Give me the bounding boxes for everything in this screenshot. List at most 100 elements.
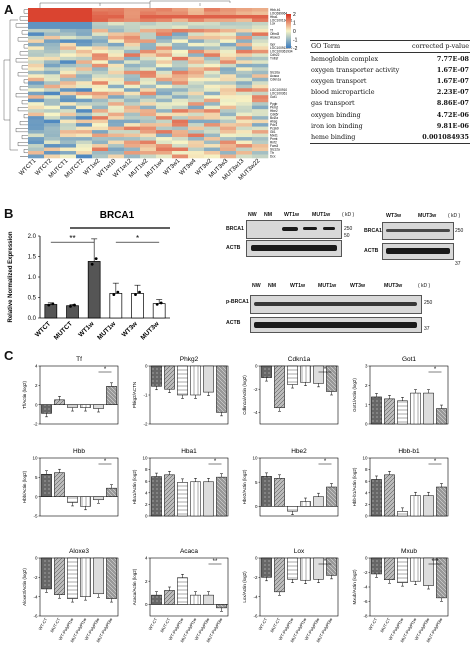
heatmap-cell [140,151,157,155]
heatmap-cell [60,53,77,58]
heatmap-cell [44,53,61,58]
heatmap-cell [92,95,109,99]
heatmap-cell [172,144,189,148]
heatmap-cell [28,63,45,68]
heatmap-cell [220,46,237,51]
go-term: oxygen transporter activity [311,65,400,74]
heatmap-cell [188,112,205,117]
heatmap-cell [252,95,269,99]
heatmap-cell [92,116,109,120]
heatmap-cell [236,123,253,127]
heatmap-cell [92,42,109,47]
heatmap-cell [204,144,221,148]
heatmap-cell [124,53,141,58]
heatmap-cell [220,144,237,148]
heatmap-cell [188,151,205,155]
heatmap-cell [108,133,125,138]
heatmap-cell [172,116,189,120]
qpcr-sig-star: * [214,459,217,465]
heatmap-cell [60,60,77,65]
go-term: blood microparticle [311,88,375,97]
go-pvalue: 1.67E-07 [436,65,469,74]
heatmap-cell [60,70,77,75]
heatmap-cell [188,35,205,40]
heatmap-cell [108,39,125,44]
heatmap-cell [204,91,221,96]
heatmap-cell [220,35,237,40]
qpcr-bar [274,478,285,507]
heatmap-cell [156,46,173,51]
heatmap-cell [140,42,157,47]
heatmap-cell [220,14,237,19]
heatmap-cell [172,67,189,72]
heatmap-cell [108,46,125,51]
brca1-bar [66,305,79,319]
row-dendrogram [3,9,28,157]
qpcr-bar [177,365,188,396]
heatmap-cell [76,102,93,106]
qpcr-sig-star: * [104,367,107,373]
heatmap-row-label: Tfr [270,151,275,155]
heatmap-cell [124,147,141,152]
heatmap-cell [44,74,61,79]
heatmap-cell [236,39,253,44]
qpcr-y-tick-label: 2 [145,579,148,584]
blot-band [386,248,450,254]
heatmap-cell [188,88,205,93]
qpcr-title: Cdkn1a [288,356,311,363]
heatmap-cell [188,137,205,141]
heatmap-cell [188,130,205,134]
qpcr-bar [177,482,188,517]
qpcr-bar [41,404,52,414]
brca1-point [47,303,51,307]
heatmap-cell [44,123,61,127]
heatmap-cell [108,126,125,131]
heatmap-colorbar [286,14,291,48]
heatmap-row-label: Bcl2a [270,116,278,120]
qpcr-bar [436,486,447,517]
heatmap-cell [188,46,205,51]
qpcr-sig-star: *** [431,559,439,565]
heatmap-cell [140,39,157,44]
brca1-point [94,257,98,260]
qpcr-y-tick-label: -6 [253,614,257,619]
qpcr-y-tick-label: -2 [33,422,37,427]
qpcr-x-tick-label: WT-CT [257,617,268,631]
brca1-x-tick-label: WT1w [77,320,96,339]
heatmap-cell [156,60,173,65]
heatmap-cell [252,140,269,145]
heatmap-cell [76,98,93,103]
heatmap-cell [204,109,221,113]
heatmap-cell [60,84,77,89]
heatmap-cell [252,112,269,117]
qpcr-bar [326,557,337,576]
heatmap-cell [188,11,205,16]
heatmap-cell [236,151,253,155]
heatmap-cell [108,147,125,152]
heatmap-row-label: Pkm2 [270,105,278,109]
heatmap-cell [220,74,237,79]
heatmap-cell [92,147,109,152]
heatmap-cell [204,28,221,33]
heatmap-cell [44,144,61,148]
brca1-bar [109,293,123,319]
heatmap-cell [76,42,93,47]
heatmap-cell [76,74,93,79]
heatmap-cell [124,133,141,138]
heatmap-cell [172,21,189,26]
dendrogram-branch [23,79,28,84]
heatmap-cell [60,18,77,23]
qpcr-title: Lox [294,548,305,555]
heatmap-cell [76,49,93,54]
heatmap-cell [140,130,157,134]
heatmap-row-label: Slc12a [270,147,280,151]
qpcr-frame [39,557,119,617]
qpcr-bar [371,557,382,575]
heatmap-cell [44,116,61,120]
heatmap-cell [60,42,77,47]
heatmap-cell [76,151,93,155]
heatmap-row-label: LOC689064 [270,11,287,15]
heatmap-cell [124,126,141,131]
heatmap-cell [156,81,173,86]
heatmap-cell [140,18,157,23]
